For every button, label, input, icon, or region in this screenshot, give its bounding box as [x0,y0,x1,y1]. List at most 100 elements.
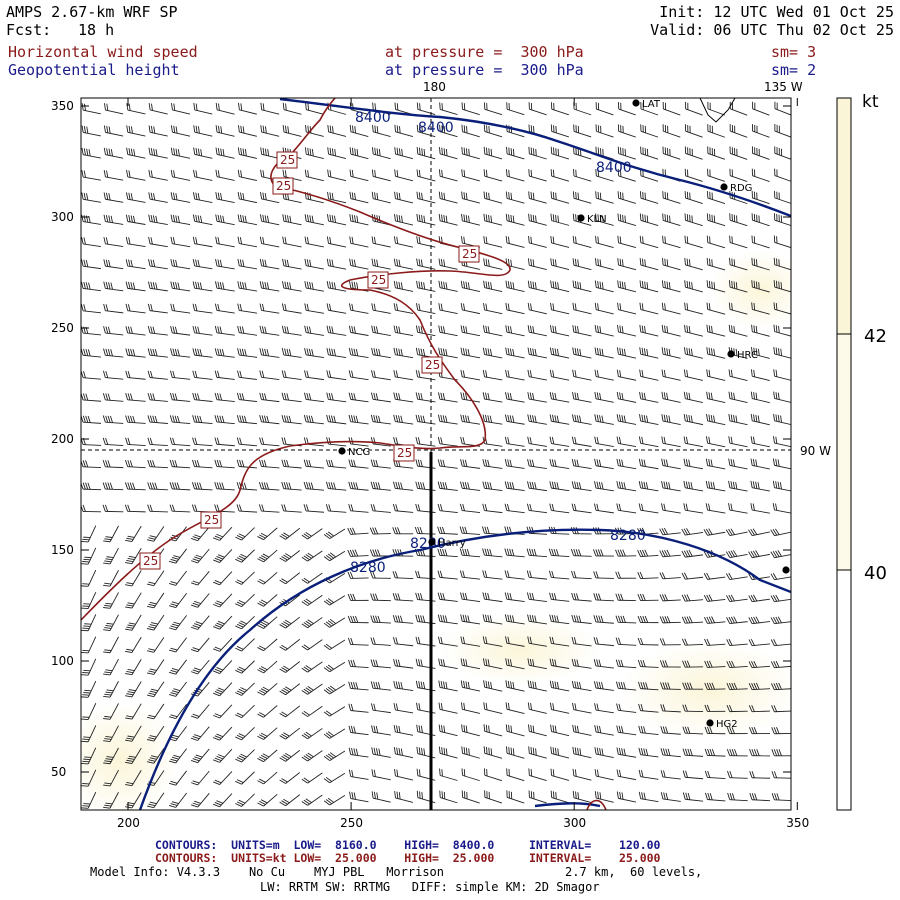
station-marker [577,214,585,222]
wind-barb [704,704,726,712]
wind-barb [81,147,101,159]
wind-barb [617,168,636,182]
wind-barb [706,324,726,337]
wind-barb [459,503,481,514]
wind-barb [103,214,124,225]
wind-barb [303,392,324,403]
wind-barb [438,636,458,647]
wind-barb [214,370,235,380]
wind-barb [594,280,614,293]
wind-barb [662,258,681,271]
wind-barb [235,571,255,585]
wind-barb [416,191,436,204]
wind-barb [684,257,703,271]
wind-barb [193,102,213,115]
wind-barb [459,526,481,535]
wind-barb [169,415,191,425]
speed-contour-label: 25 [276,151,298,169]
wind-barb [257,527,278,541]
wind-barb [706,347,726,359]
wind-barb [751,280,770,293]
wind-barb [414,526,436,535]
wind-barb [416,280,436,292]
wind-barb [704,660,726,668]
wind-barb [126,169,146,181]
wind-barb [770,550,791,559]
wind-barb [125,636,142,653]
wind-barb [81,614,97,632]
wind-barb [773,413,791,426]
wind-barb [505,392,525,403]
wind-barb [303,459,325,469]
wind-barb [236,437,258,447]
wind-barb [773,280,791,293]
wind-barb [506,768,525,782]
wind-barb [103,326,124,336]
wind-barb [393,280,414,292]
height-label: 8400 [418,120,454,136]
wind-barb [639,369,659,381]
wind-barb [103,547,119,565]
wind-barb [615,637,637,646]
wind-barb [257,727,278,740]
wind-barb [505,724,525,737]
wind-barb [213,682,233,697]
wind-barb [528,102,547,116]
wind-barb [213,793,233,808]
wind-barb [549,458,570,470]
wind-barb [684,168,703,182]
wind-barb [705,480,726,492]
wind-barb [505,702,525,714]
wind-barb [707,101,725,116]
wind-barb [371,325,391,336]
wind-barb [213,726,233,741]
wind-barb [504,414,525,425]
wind-barb [773,302,791,315]
wind-barb [282,281,302,292]
wind-barb [170,192,191,203]
station-harry: Harry [428,538,466,549]
wind-barb [774,124,791,138]
wind-barb [637,549,659,557]
wind-barb [259,303,280,314]
wind-barb [281,370,302,381]
wind-barb [415,658,436,669]
wind-barb [527,392,547,403]
wind-barb [369,527,391,535]
wind-barb [594,414,614,425]
wind-barb [527,302,547,315]
wind-barb [81,525,97,543]
station-label: KLN [587,214,607,225]
wind-barb [752,124,770,138]
wind-barb [237,214,258,226]
wind-barb [102,437,124,446]
wind-barb [703,572,726,580]
wind-barb [415,414,436,425]
wind-barb [482,459,503,469]
wind-barb [347,637,369,646]
wind-barb [237,325,258,336]
wind-barb [573,169,592,182]
wind-barb [703,528,726,536]
wind-barb [190,726,210,741]
wind-barb [260,125,280,137]
wind-barb [504,481,525,492]
wind-barb [213,526,233,541]
wind-barb [438,191,458,204]
wind-barb [706,302,726,315]
wind-barb [770,573,791,581]
wind-barb [748,705,771,713]
wind-barb [125,525,142,542]
wind-barb [437,436,458,447]
wind-barb [304,325,324,336]
wind-barb [323,795,346,806]
wind-barb [594,436,614,447]
wind-barb [126,103,146,115]
wind-barb [748,660,771,669]
wind-barb [773,369,791,382]
wind-barb [729,124,748,138]
wind-barb [774,101,791,116]
wind-barb [748,550,770,559]
wind-barb [304,303,324,314]
wind-barb [103,281,124,292]
